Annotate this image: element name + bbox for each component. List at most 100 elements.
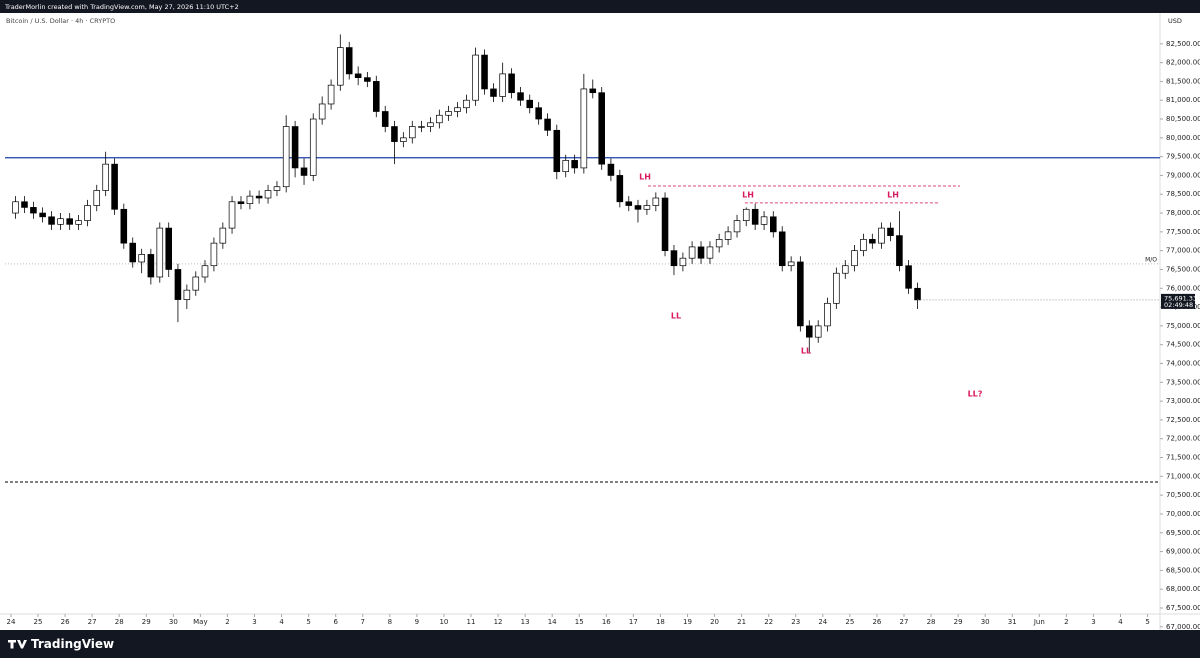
- x-tick-label: 3: [1091, 618, 1095, 626]
- x-tick-label: 25: [34, 618, 43, 626]
- structure-label: LL: [671, 312, 681, 321]
- candle-body: [905, 265, 912, 289]
- candle: [733, 214, 741, 238]
- candle-body: [373, 81, 380, 112]
- candle-body: [643, 205, 651, 210]
- candle: [418, 120, 425, 133]
- y-tick-label: 80,500.00: [1166, 115, 1200, 123]
- candle-body: [770, 216, 777, 233]
- candle: [318, 96, 326, 125]
- candle-body: [174, 269, 182, 300]
- candle: [48, 211, 55, 230]
- candle: [580, 73, 588, 174]
- x-tick-label: 6: [333, 618, 338, 626]
- candle: [75, 214, 82, 230]
- candle-body: [93, 190, 101, 206]
- candle: [643, 199, 651, 215]
- candle: [183, 284, 191, 309]
- candle: [805, 320, 813, 353]
- x-tick-label: 30: [981, 618, 990, 626]
- candle-body: [589, 88, 597, 94]
- x-tick-label: 13: [521, 618, 530, 626]
- candle: [652, 192, 660, 212]
- candle-body: [111, 163, 118, 210]
- y-tick-label: 81,500.00: [1166, 77, 1200, 85]
- candle-body: [896, 235, 903, 267]
- candle-body: [472, 54, 479, 101]
- candle-body: [30, 207, 37, 214]
- candle-body: [616, 175, 624, 203]
- candle: [201, 260, 209, 283]
- x-tick-label: 2: [225, 618, 229, 626]
- candle-body: [436, 114, 443, 124]
- candle: [472, 47, 479, 106]
- candle: [896, 211, 903, 272]
- candle: [30, 201, 37, 219]
- candle: [535, 102, 542, 125]
- candle-body: [454, 107, 461, 112]
- bottom-bar: [0, 630, 1200, 658]
- x-tick-label: 22: [764, 618, 773, 626]
- candle-body: [48, 216, 55, 225]
- x-tick-label: 9: [415, 618, 419, 626]
- x-tick-label: 25: [845, 618, 854, 626]
- candle-body: [291, 126, 299, 169]
- candle-body: [345, 47, 353, 75]
- candle-body: [869, 239, 876, 244]
- x-tick-label: 21: [737, 618, 746, 626]
- candle-body: [337, 47, 344, 86]
- y-tick-label: 68,000.00: [1166, 585, 1200, 593]
- countdown: 02:49:48: [1164, 301, 1193, 309]
- candle-body: [841, 265, 849, 274]
- candle-body: [652, 197, 660, 206]
- candle: [697, 241, 705, 264]
- candle: [841, 260, 849, 279]
- candle-body: [201, 265, 209, 278]
- candle-body: [418, 126, 425, 128]
- x-tick-label: 27: [900, 618, 909, 626]
- x-tick-label: 26: [872, 618, 881, 626]
- x-tick-label: 29: [142, 618, 151, 626]
- candle: [138, 248, 145, 274]
- candle-body: [517, 92, 524, 101]
- candle-body: [787, 261, 795, 267]
- candle: [688, 241, 696, 264]
- candle-body: [688, 246, 696, 259]
- y-tick-label: 73,500.00: [1166, 378, 1200, 386]
- candle-body: [878, 227, 885, 244]
- candle-body: [797, 261, 804, 327]
- candle: [814, 320, 822, 343]
- candle: [12, 196, 19, 219]
- candle: [724, 226, 732, 246]
- candle: [499, 62, 506, 103]
- y-tick-label: 79,000.00: [1166, 171, 1200, 179]
- y-tick-label: 78,500.00: [1166, 190, 1200, 198]
- candle-body: [607, 163, 615, 176]
- candle-body: [805, 325, 813, 338]
- y-tick-label: 69,500.00: [1166, 529, 1200, 537]
- y-tick-label: 71,000.00: [1166, 472, 1200, 480]
- candle-body: [562, 160, 570, 173]
- y-tick-label: 67,500.00: [1166, 604, 1200, 612]
- y-tick-label: 70,500.00: [1166, 491, 1200, 499]
- candle: [797, 256, 804, 332]
- candle-body: [535, 107, 542, 120]
- candle: [192, 271, 200, 296]
- y-tick-label: 82,000.00: [1166, 59, 1200, 67]
- x-tick-label: 8: [388, 618, 392, 626]
- candle-body: [219, 227, 227, 244]
- candle-body: [57, 218, 64, 225]
- candle: [607, 158, 615, 182]
- candle-body: [255, 195, 263, 199]
- candle-body: [192, 276, 200, 291]
- candle: [517, 87, 524, 106]
- candle: [778, 226, 786, 272]
- candle-body: [724, 231, 732, 240]
- candle-body: [427, 122, 434, 127]
- x-tick-label: 15: [575, 618, 584, 626]
- candle: [373, 75, 380, 118]
- candle: [93, 184, 101, 212]
- candle-body: [327, 84, 335, 105]
- candle: [66, 213, 73, 230]
